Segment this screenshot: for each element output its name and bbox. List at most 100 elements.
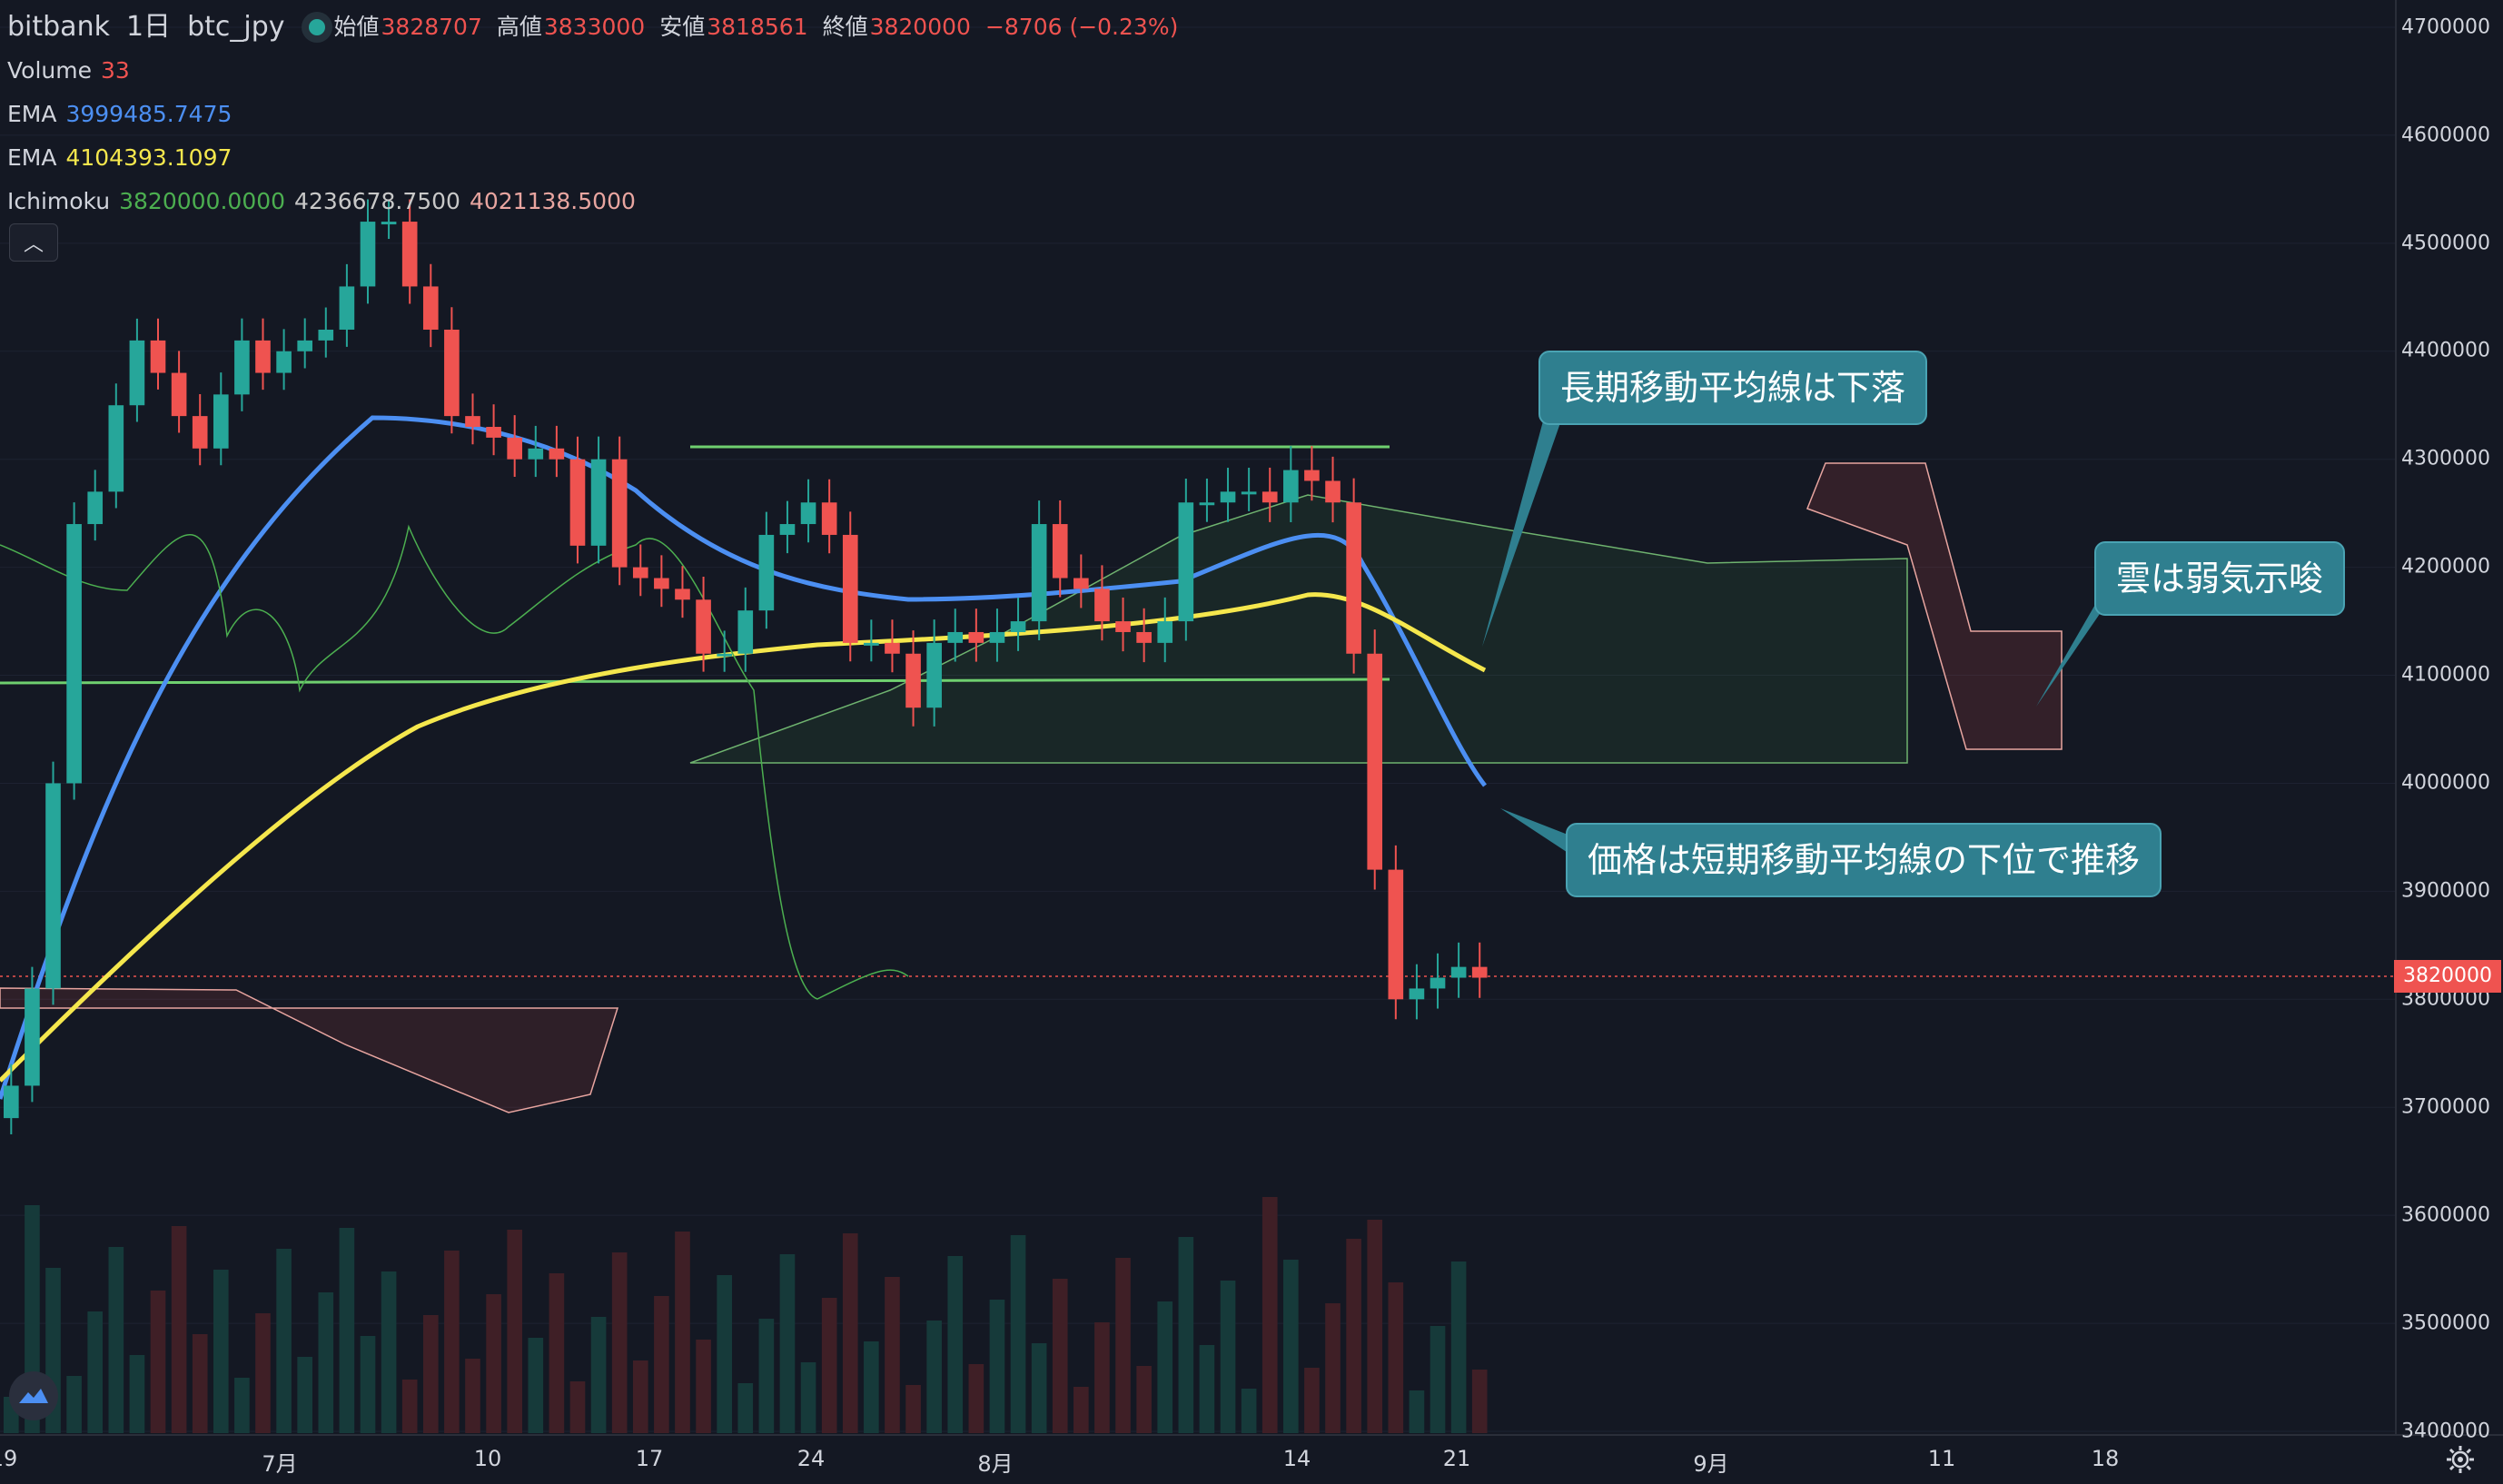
- candle-body: [821, 502, 837, 535]
- change-value: −8706 (−0.23%): [984, 14, 1179, 40]
- volume-bar: [1094, 1322, 1110, 1433]
- ema-long-line: [0, 592, 1487, 1083]
- candle-body: [1220, 491, 1236, 503]
- candle-body: [1052, 524, 1068, 579]
- candle-body: [654, 578, 669, 589]
- volume-bar: [234, 1378, 250, 1433]
- open-value: 3828707: [381, 14, 482, 40]
- callout-cloud[interactable]: 雲は弱気示唆: [2094, 541, 2346, 616]
- time-axis[interactable]: 19 7月 10 17 24 8月 14 21 9月 11 18: [0, 1435, 2398, 1484]
- ema-long-label: EMA: [7, 144, 57, 171]
- volume-bar: [129, 1355, 145, 1433]
- candle-body: [297, 340, 313, 351]
- volume-bar: [381, 1271, 397, 1433]
- candle-body: [1367, 653, 1383, 870]
- candle-body: [108, 405, 124, 492]
- candle-body: [234, 340, 250, 395]
- candle-body: [737, 610, 754, 654]
- candle-body: [1031, 524, 1047, 622]
- time-tick: 11: [1927, 1446, 1956, 1471]
- callout-long-ema-pointer: [1482, 418, 1562, 647]
- volume-bar: [171, 1226, 187, 1433]
- candle-body: [486, 427, 501, 438]
- volume-bar: [758, 1319, 775, 1433]
- open-label: 始値: [333, 14, 380, 40]
- price-axis[interactable]: 4700000 4600000 4500000 4400000 4300000 …: [2394, 0, 2503, 1443]
- exchange-name[interactable]: bitbank: [7, 11, 110, 43]
- cloud-logo-icon: [19, 1389, 48, 1403]
- gear-icon[interactable]: [2445, 1444, 2476, 1475]
- candle-body: [717, 653, 732, 657]
- candle-body: [1241, 491, 1257, 495]
- callout-long-ema[interactable]: 長期移動平均線は下落: [1538, 351, 1928, 425]
- time-tick: 10: [473, 1446, 502, 1471]
- time-tick: 21: [1442, 1446, 1471, 1471]
- volume-bar: [590, 1317, 607, 1433]
- symbol-row: bitbank 1日 btc_jpy 始値 3828707 高値 3833000…: [7, 5, 1192, 49]
- candle-body: [276, 351, 292, 373]
- volume-bar: [318, 1292, 334, 1433]
- candle-body: [549, 448, 565, 460]
- volume-bar: [1073, 1387, 1089, 1433]
- low-label: 安値: [659, 14, 706, 40]
- volume-bar: [87, 1311, 104, 1433]
- candle-body: [66, 524, 82, 784]
- ema-long-legend[interactable]: EMA 4104393.1097: [7, 136, 1192, 180]
- candle-body: [1199, 502, 1215, 506]
- candle-body: [171, 372, 187, 417]
- volume-legend[interactable]: Volume 33: [7, 49, 1192, 93]
- candle-body: [926, 642, 942, 708]
- volume-bar: [1241, 1389, 1257, 1433]
- collapse-legend-button[interactable]: ︿: [9, 223, 58, 262]
- interval-label[interactable]: 1日: [125, 11, 172, 43]
- bearish-cloud-right: [1806, 462, 2063, 750]
- candle-body: [150, 340, 166, 373]
- volume-bar: [675, 1232, 690, 1433]
- time-tick: 17: [635, 1446, 664, 1471]
- callout-short-ema[interactable]: 価格は短期移動平均線の下位で推移: [1566, 823, 2162, 897]
- candle-body: [1450, 966, 1467, 978]
- brand-logo[interactable]: [9, 1371, 58, 1420]
- ichimoku-value-2: 4236678.7500: [294, 188, 460, 214]
- time-tick: 8月: [977, 1451, 1014, 1477]
- volume-bar: [1409, 1390, 1425, 1433]
- price-tick: 3900000: [2401, 879, 2490, 903]
- time-tick: 19: [0, 1446, 18, 1471]
- kijun-line: [0, 678, 1390, 685]
- candle-body: [1136, 631, 1152, 643]
- price-tick: 3500000: [2401, 1311, 2490, 1335]
- ichimoku-legend[interactable]: Ichimoku 3820000.0000 4236678.7500 40211…: [7, 180, 1192, 223]
- candle-body: [1430, 977, 1446, 989]
- candle-body: [1325, 480, 1341, 503]
- volume-bar: [1367, 1220, 1383, 1433]
- chart-grid: [0, 0, 2503, 1436]
- close-label: 終値: [822, 14, 868, 40]
- volume-bar: [632, 1360, 648, 1433]
- candle-body: [590, 459, 607, 546]
- volume-bar: [255, 1313, 271, 1433]
- candle-body: [1304, 470, 1320, 481]
- volume-bar: [360, 1336, 376, 1433]
- time-tick: 14: [1282, 1446, 1311, 1471]
- volume-bar: [800, 1362, 816, 1433]
- volume-bar: [1304, 1368, 1320, 1433]
- volume-bar: [465, 1359, 480, 1433]
- price-tick: 3600000: [2401, 1203, 2490, 1227]
- close-value: 3820000: [869, 14, 971, 40]
- volume-bar: [947, 1256, 964, 1433]
- volume-bar: [66, 1376, 82, 1433]
- ema-short-legend[interactable]: EMA 3999485.7475: [7, 93, 1192, 136]
- ichimoku-cloud: [0, 445, 2396, 1113]
- time-tick: 24: [796, 1446, 826, 1471]
- volume-bar: [1388, 1282, 1404, 1433]
- candle-body: [360, 222, 376, 287]
- volume-bar: [864, 1341, 879, 1433]
- volume-bar: [968, 1364, 984, 1433]
- symbol-name[interactable]: btc_jpy: [187, 11, 285, 43]
- candle-body: [45, 783, 61, 989]
- high-label: 高値: [496, 14, 542, 40]
- candle-body: [4, 1085, 19, 1119]
- volume-value: 33: [100, 57, 130, 84]
- volume-bar: [1199, 1345, 1215, 1433]
